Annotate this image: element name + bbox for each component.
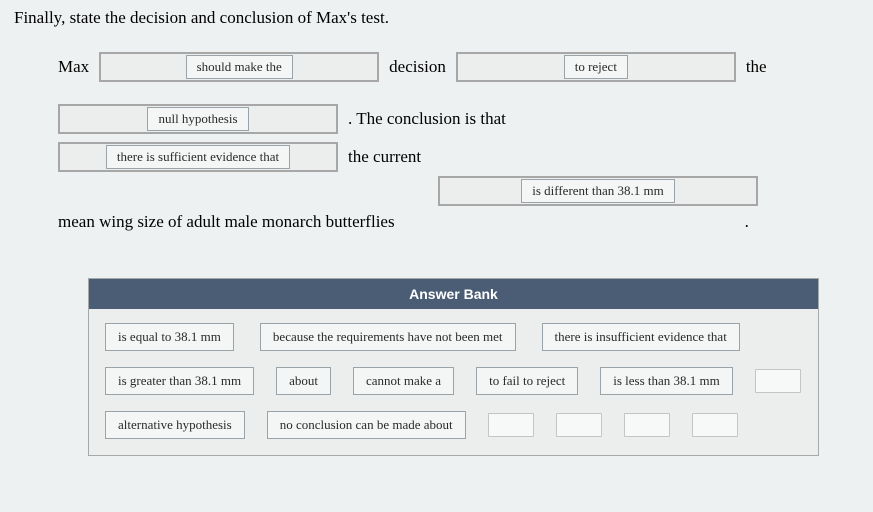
bank-chip-equal[interactable]: is equal to 38.1 mm (105, 323, 234, 351)
drop-slot-5[interactable]: is different than 38.1 mm (438, 176, 758, 206)
text-the-current: the current (348, 147, 421, 167)
drop-slot-4[interactable]: there is sufficient evidence that (58, 142, 338, 172)
page-root: Finally, state the decision and conclusi… (0, 0, 873, 456)
text-the: the (746, 57, 767, 77)
bank-empty-slot[interactable] (488, 413, 534, 437)
drop-slot-1[interactable]: should make the (99, 52, 379, 82)
bank-empty-slot[interactable] (624, 413, 670, 437)
bank-chip-greater-than[interactable]: is greater than 38.1 mm (105, 367, 254, 395)
bank-empty-slot[interactable] (755, 369, 801, 393)
text-max: Max (58, 57, 89, 77)
chip-should-make-the[interactable]: should make the (186, 55, 293, 79)
chip-sufficient-evidence[interactable]: there is sufficient evidence that (106, 145, 290, 169)
bank-row-2: is greater than 38.1 mm about cannot mak… (105, 367, 802, 395)
bank-chip-no-conclusion[interactable]: no conclusion can be made about (267, 411, 466, 439)
text-period: . (745, 212, 749, 232)
text-decision: decision (389, 57, 446, 77)
bank-chip-fail-to-reject[interactable]: to fail to reject (476, 367, 578, 395)
answer-bank: Answer Bank is equal to 38.1 mm because … (88, 278, 819, 456)
bank-chip-less-than[interactable]: is less than 38.1 mm (600, 367, 733, 395)
bank-empty-slot[interactable] (556, 413, 602, 437)
bank-row-3: alternative hypothesis no conclusion can… (105, 411, 802, 439)
chip-is-different-than[interactable]: is different than 38.1 mm (521, 179, 675, 203)
chip-null-hypothesis[interactable]: null hypothesis (147, 107, 248, 131)
answer-bank-title: Answer Bank (89, 279, 818, 309)
bank-chip-about[interactable]: about (276, 367, 331, 395)
bank-chip-cannot-make[interactable]: cannot make a (353, 367, 454, 395)
chip-to-reject[interactable]: to reject (564, 55, 628, 79)
drop-slot-3[interactable]: null hypothesis (58, 104, 338, 134)
bank-chip-alt-hypothesis[interactable]: alternative hypothesis (105, 411, 245, 439)
drop-slot-2[interactable]: to reject (456, 52, 736, 82)
text-conclusion-is-that: . The conclusion is that (348, 109, 506, 129)
text-mean-wing: mean wing size of adult male monarch but… (58, 212, 395, 232)
instruction-text: Finally, state the decision and conclusi… (14, 8, 859, 28)
bank-empty-slot[interactable] (692, 413, 738, 437)
answer-bank-body: is equal to 38.1 mm because the requirem… (89, 309, 818, 455)
sentence-line-3: mean wing size of adult male monarch but… (58, 212, 839, 232)
sentence-line-1: Max should make the decision to reject t… (58, 52, 839, 82)
sentence-line-2: null hypothesis . The conclusion is that… (58, 104, 839, 172)
bank-chip-insufficient-evidence[interactable]: there is insufficient evidence that (542, 323, 740, 351)
fill-in-sentence: Max should make the decision to reject t… (58, 52, 839, 232)
bank-chip-requirements-not-met[interactable]: because the requirements have not been m… (260, 323, 516, 351)
bank-row-1: is equal to 38.1 mm because the requirem… (105, 323, 802, 351)
